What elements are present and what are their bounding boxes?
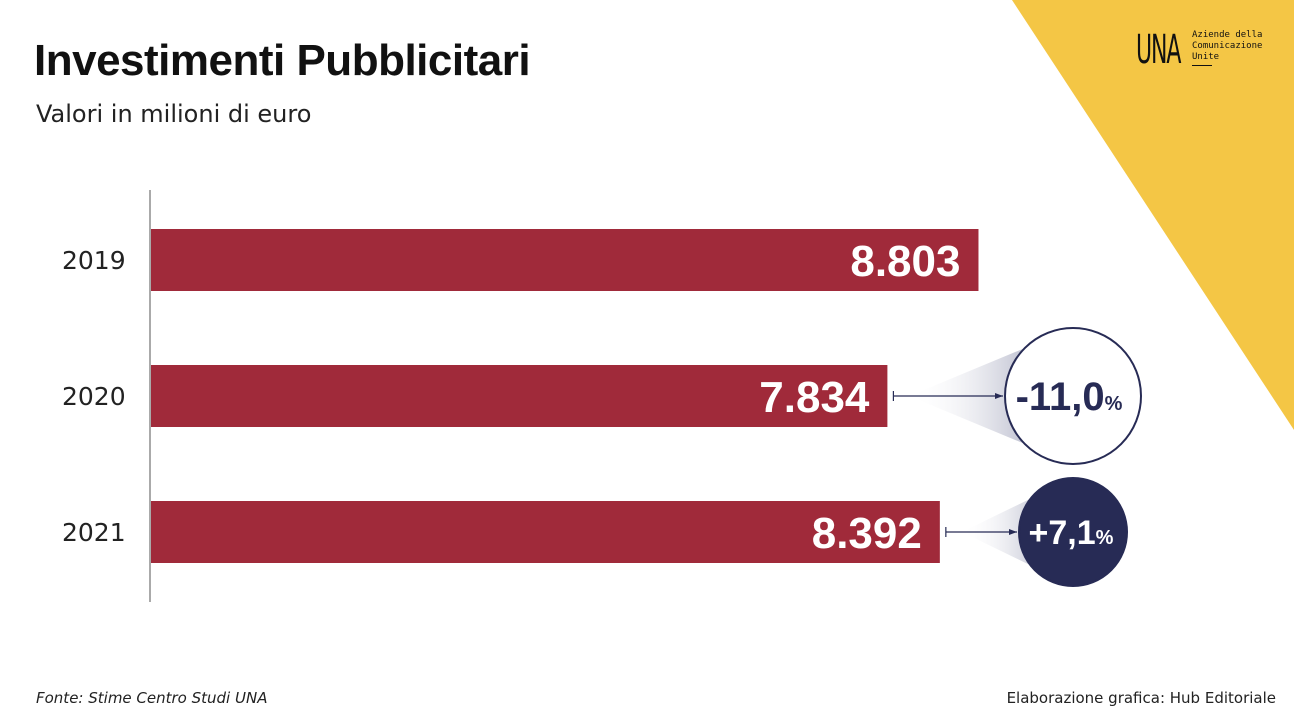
change-arrowhead-2021 — [1009, 529, 1017, 535]
credit-note: Elaborazione grafica: Hub Editoriale — [1006, 689, 1276, 707]
change-circle-2020 — [1004, 327, 1142, 465]
una-logo-text-line: Comunicazione — [1192, 41, 1263, 51]
una-logo-text-line: Unite — [1192, 52, 1220, 62]
change-unit-2020: % — [1105, 393, 1123, 415]
change-unit-2021: % — [1096, 527, 1114, 549]
bar-2019 — [151, 229, 979, 291]
value-label-2019: 8.803 — [850, 237, 960, 286]
una-logo-underline — [1192, 65, 1212, 66]
value-label-2021: 8.392 — [812, 509, 922, 558]
source-note: Fonte: Stime Centro Studi UNA — [36, 689, 268, 707]
value-label-2020: 7.834 — [759, 373, 870, 422]
bar-2021 — [151, 501, 940, 563]
decorative-yellow-triangle — [1012, 0, 1294, 430]
bars-layer: 2019 8.803 2020 7.834 2021 8.392 — [62, 229, 979, 563]
page-subtitle: Valori in milioni di euro — [36, 100, 312, 128]
una-logo-mark: UNA — [1136, 27, 1181, 73]
bar-2020 — [151, 365, 888, 427]
category-label-2020: 2020 — [62, 382, 126, 411]
page-title: Investimenti Pubblicitari — [34, 36, 531, 85]
change-callouts-layer: -11,0%+7,1% — [892, 327, 1142, 587]
una-logo-text-line: Aziende della — [1192, 30, 1263, 40]
change-circle-2021 — [1018, 477, 1128, 587]
una-logo-text: Aziende della Comunicazione Unite — [1192, 30, 1282, 63]
change-label-2020: -11,0% — [1016, 375, 1123, 419]
category-label-2021: 2021 — [62, 518, 126, 547]
change-arrowhead-2020 — [995, 393, 1003, 399]
category-label-2019: 2019 — [62, 246, 126, 275]
